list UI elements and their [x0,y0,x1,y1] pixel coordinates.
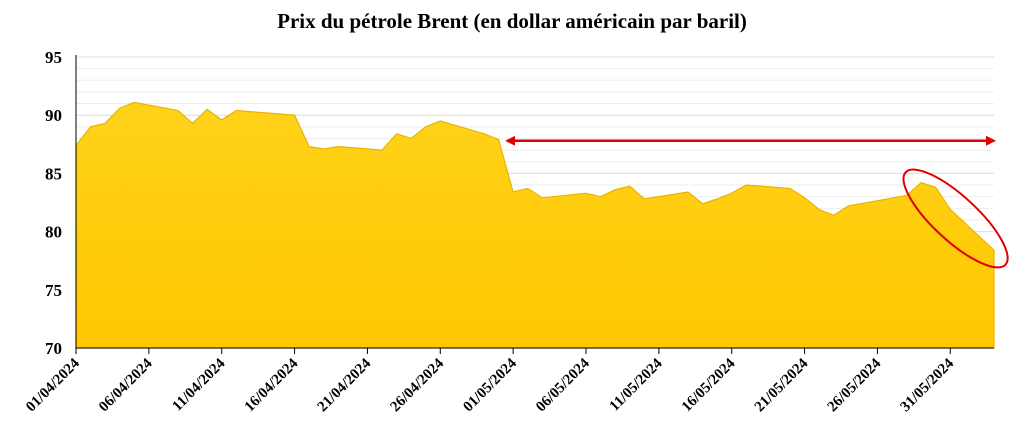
y-tick-label: 80 [45,223,62,242]
y-tick-label: 75 [45,281,62,300]
highlight-ellipse [902,168,1009,269]
x-tick-label: 11/05/2024 [607,355,666,414]
y-tick-label: 70 [45,339,62,358]
x-tick-label: 26/04/2024 [387,355,447,415]
annotations [505,135,1009,269]
y-tick-label: 95 [45,48,62,67]
chart-title: Prix du pétrole Brent (en dollar américa… [277,9,747,33]
area-layer [75,101,995,349]
x-tick-label: 01/05/2024 [460,355,520,415]
x-tick-label: 26/05/2024 [825,355,885,415]
x-tick-label: 21/04/2024 [315,355,375,415]
x-tick-label: 21/05/2024 [752,355,812,415]
x-tick-label: 16/04/2024 [242,355,302,415]
x-tick-label: 06/04/2024 [96,355,156,415]
y-tick-label: 85 [45,164,62,183]
x-tick-label: 01/04/2024 [23,355,83,415]
y-tick-label: 90 [45,106,62,125]
x-tick-label: 11/04/2024 [169,355,228,414]
x-tick-label: 16/05/2024 [679,355,739,415]
x-tick-label: 31/05/2024 [897,355,957,415]
x-tick-label: 06/05/2024 [533,355,593,415]
price-area [75,101,995,349]
